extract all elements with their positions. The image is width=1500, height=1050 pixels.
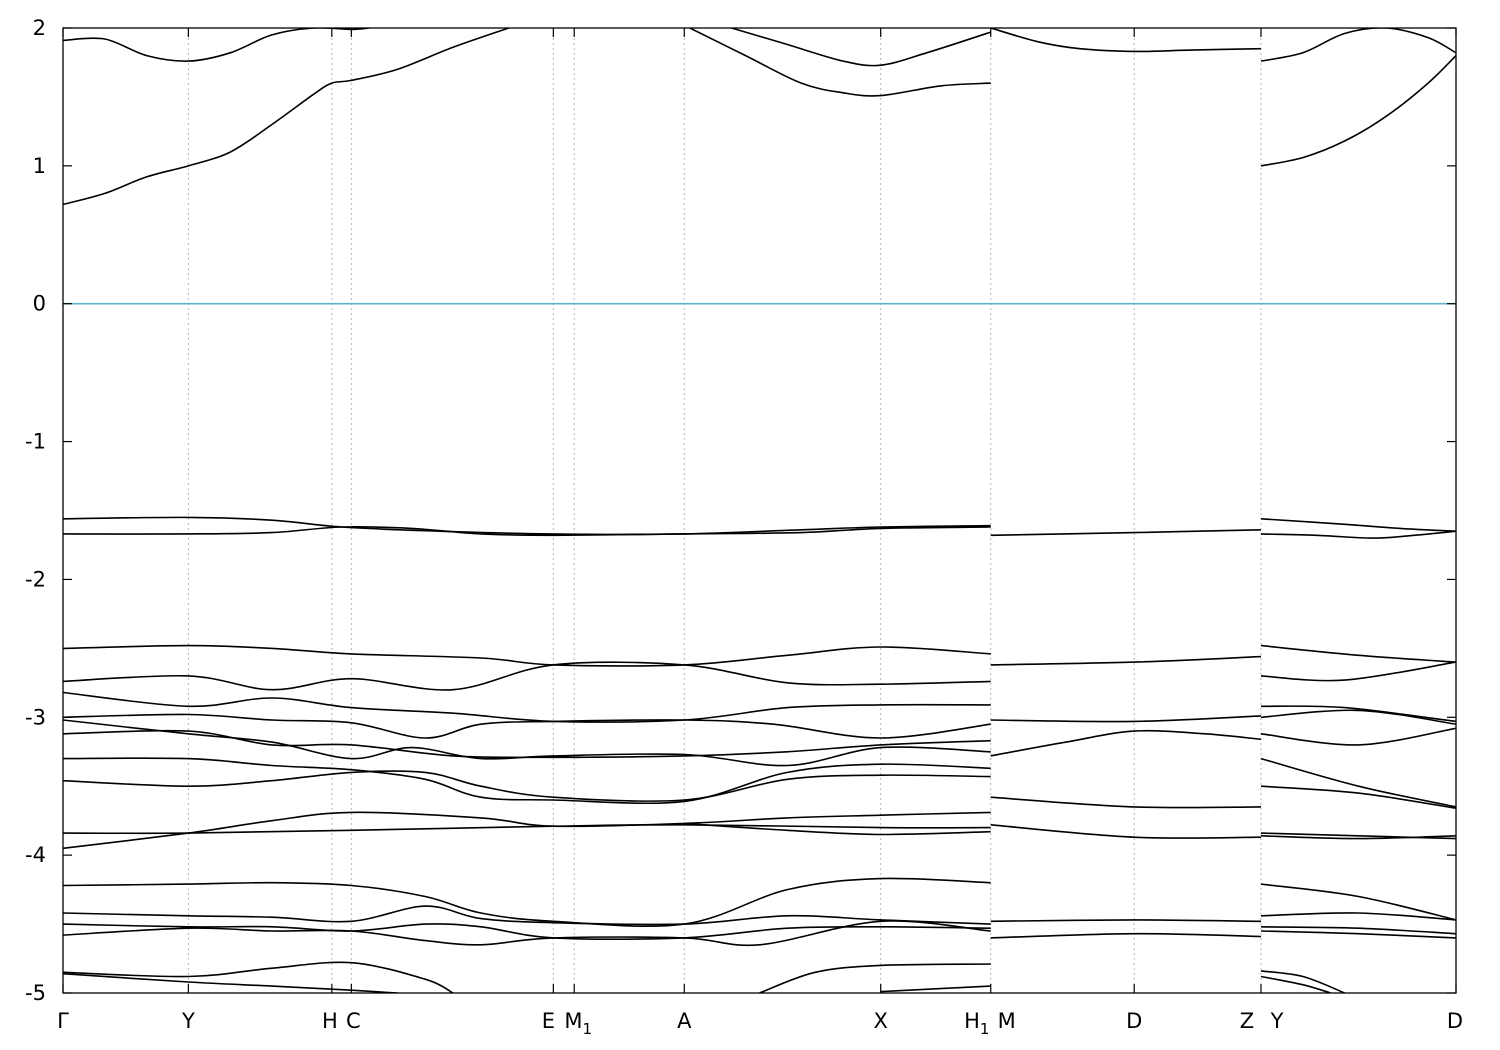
plot-border — [62, 27, 1457, 994]
band-line — [1260, 930, 1456, 939]
band-line — [63, 920, 991, 947]
band-line — [684, 822, 991, 836]
bands-layer — [63, 28, 1456, 993]
band-line — [63, 28, 370, 62]
band-line — [63, 905, 991, 926]
band-line — [63, 713, 991, 739]
band-line — [63, 719, 991, 767]
band-line — [731, 28, 991, 67]
band-line — [63, 516, 991, 536]
y-tick-label: -2 — [25, 567, 46, 591]
band-line — [63, 923, 991, 940]
y-axis: 2 1 0 -1 -2 -3 -4 -5 — [25, 16, 1456, 1005]
band-line — [990, 932, 1262, 939]
x-tick-label: Y — [1270, 1009, 1284, 1033]
band-line — [689, 28, 991, 97]
band-line — [1260, 530, 1456, 539]
band-line — [1260, 975, 1331, 993]
x-tick-label: C — [346, 1009, 361, 1033]
x-tick-label: Γ — [57, 1009, 69, 1033]
y-tick-label: -5 — [25, 981, 46, 1005]
x-axis: Γ Y H C E M1 A X H1 M D Z Y D — [57, 28, 1463, 1038]
band-line — [1260, 727, 1456, 746]
band-line — [63, 877, 991, 927]
band-line — [63, 28, 510, 206]
x-tick-label: M1 — [564, 1009, 592, 1038]
grid-layer — [187, 28, 1262, 993]
band-line — [1260, 644, 1456, 663]
x-tick-label: H1 — [964, 1009, 989, 1038]
band-line — [990, 796, 1262, 809]
band-line — [1260, 518, 1456, 532]
band-line — [1260, 785, 1456, 810]
band-line — [990, 729, 1262, 757]
y-tick-label: -4 — [25, 843, 46, 867]
band-line — [880, 985, 991, 993]
plot-frame — [62, 27, 1457, 994]
x-tick-label: Z — [1240, 1009, 1254, 1033]
band-line — [63, 961, 454, 993]
x-tick-label: D — [1447, 1009, 1463, 1033]
band-line — [1260, 705, 1456, 723]
x-tick-label: A — [677, 1009, 692, 1033]
band-line — [63, 729, 991, 759]
x-tick-label: Y — [181, 1009, 195, 1033]
x-tick-label: M — [998, 1009, 1016, 1033]
x-tick-label: X — [873, 1009, 887, 1033]
band-line — [63, 526, 991, 537]
x-tick-label: D — [1126, 1009, 1142, 1033]
band-line — [1260, 970, 1345, 993]
band-line — [1260, 661, 1456, 682]
band-line — [63, 757, 991, 805]
x-tick-label: H — [322, 1009, 338, 1033]
band-line — [63, 972, 398, 993]
band-line — [1260, 757, 1456, 808]
band-line — [990, 655, 1262, 666]
band-line — [990, 919, 1262, 923]
band-line — [990, 28, 1262, 53]
band-line — [1260, 883, 1456, 921]
band-line — [1260, 835, 1456, 840]
band-line — [990, 529, 1262, 537]
x-tick-label: E — [542, 1009, 555, 1033]
band-line — [1260, 926, 1456, 935]
band-line — [63, 823, 991, 835]
band-line — [63, 770, 991, 802]
y-tick-label: 1 — [33, 154, 46, 178]
band-line — [1260, 709, 1456, 725]
band-line — [1260, 832, 1456, 840]
y-tick-label: 0 — [33, 292, 46, 316]
band-line — [63, 644, 991, 667]
band-line — [63, 811, 991, 850]
y-tick-label: -3 — [25, 705, 46, 729]
band-line — [63, 661, 991, 691]
y-tick-label: 2 — [33, 16, 46, 40]
band-line — [759, 963, 991, 993]
y-tick-label: -1 — [25, 430, 46, 454]
band-line — [990, 824, 1262, 839]
band-line — [1260, 912, 1456, 921]
band-line — [1260, 55, 1456, 167]
band-line — [990, 715, 1262, 723]
band-line — [1260, 28, 1456, 62]
band-line — [63, 691, 991, 723]
